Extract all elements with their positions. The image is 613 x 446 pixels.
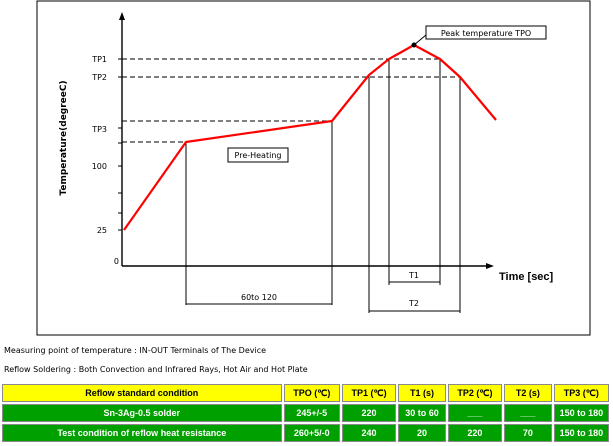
table-cell: 70 (504, 424, 552, 442)
t2-label: T2 (408, 299, 419, 308)
table-cell: 150 to 180 (553, 404, 609, 422)
header-tpo: TPO (℃) (283, 384, 340, 402)
y-tick-label-tp1: TP1 (91, 55, 107, 64)
table-cell: 20 (398, 424, 446, 442)
header-condition: Reflow standard condition (2, 384, 282, 402)
peak-callout-box (425, 25, 547, 40)
row-label: Test condition of reflow heat resistance (2, 424, 282, 442)
reflow-profile-curve (123, 43, 497, 231)
y-tick-label-tp2: TP2 (91, 73, 107, 82)
y-axis-title: Temperature(degreeC) (59, 80, 69, 195)
table-cell: 240 (341, 424, 397, 442)
x-axis-title: Time [sec] (499, 271, 554, 283)
preheat-label: Pre-Heating (235, 151, 282, 160)
y-axis-arrow (119, 12, 125, 20)
x-axis-arrow (486, 263, 494, 269)
y-tick-label-25: 25 (97, 226, 107, 235)
table-cell: 220 (341, 404, 397, 422)
table-cell: 150 to 180 (553, 424, 609, 442)
y-tick-label-100: 100 (92, 162, 107, 171)
table-row: Test condition of reflow heat resistance… (2, 424, 609, 442)
table-cell: 260+5/-0 (283, 424, 340, 442)
table-header-row: Reflow standard condition TPO (℃) TP1 (℃… (2, 384, 609, 402)
peak-temperature-label: Peak temperature TPO (441, 29, 531, 38)
reflow-method-note: Reflow Soldering : Both Convection and I… (4, 365, 308, 374)
y-tick-label-0: 0 (114, 257, 119, 266)
header-t2: T2 (s) (504, 384, 552, 402)
reflow-condition-table: Reflow standard condition TPO (℃) TP1 (℃… (0, 382, 611, 444)
preheat-label-box (227, 147, 289, 163)
table-cell: ___ (447, 404, 502, 422)
preheat-duration-label: 60to 120 (241, 293, 277, 302)
header-t1: T1 (s) (398, 384, 446, 402)
header-tp3: TP3 (℃) (553, 384, 609, 402)
table-cell: 220 (447, 424, 502, 442)
reflow-profile-diagram: TP1 TP2 TP3 100 25 0 Temperature(degreeC… (36, 0, 591, 336)
table-row: Sn-3Ag-0.5 solder 245+/-5 220 30 to 60 _… (2, 404, 609, 422)
table-cell: 30 to 60 (398, 404, 446, 422)
table-cell: ___ (504, 404, 552, 422)
row-label: Sn-3Ag-0.5 solder (2, 404, 282, 422)
t1-label: T1 (408, 271, 419, 280)
diagram-frame (36, 0, 591, 336)
header-tp2: TP2 (℃) (447, 384, 502, 402)
measuring-point-note: Measuring point of temperature : IN-OUT … (4, 346, 267, 355)
header-tp1: TP1 (℃) (341, 384, 397, 402)
peak-callout-line (413, 34, 427, 46)
y-tick-label-tp3: TP3 (91, 125, 107, 134)
table-cell: 245+/-5 (283, 404, 340, 422)
